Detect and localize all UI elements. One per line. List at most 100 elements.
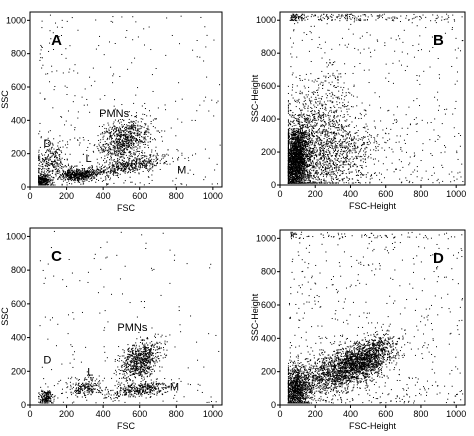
data-point [69, 169, 71, 171]
data-point [365, 113, 367, 115]
data-point [87, 170, 89, 172]
data-point [132, 128, 134, 130]
data-point [82, 173, 84, 175]
data-point [86, 178, 88, 180]
data-point [170, 127, 172, 129]
data-point [313, 144, 315, 146]
data-point [102, 138, 104, 140]
data-point [118, 137, 120, 139]
data-point [123, 131, 125, 133]
data-point [128, 159, 130, 161]
data-point [41, 27, 43, 29]
data-point [125, 113, 127, 115]
data-point [293, 160, 295, 162]
data-point [52, 144, 54, 146]
data-point [127, 138, 129, 140]
data-point [127, 143, 129, 145]
data-point [133, 121, 135, 123]
data-point [315, 106, 317, 108]
data-point [131, 160, 133, 162]
data-point [94, 144, 96, 146]
data-point [297, 157, 299, 159]
data-point [289, 136, 291, 138]
data-point [79, 173, 81, 175]
data-point [83, 174, 85, 176]
data-point [87, 176, 89, 178]
data-point [75, 176, 77, 178]
data-point [65, 57, 67, 59]
data-point [91, 174, 93, 176]
data-point [95, 169, 97, 171]
data-point [77, 171, 79, 173]
data-point [132, 169, 134, 171]
data-point [60, 116, 62, 118]
data-point [48, 164, 50, 166]
data-point [55, 165, 57, 167]
data-point [97, 148, 99, 150]
data-point [126, 128, 128, 130]
data-point [133, 102, 135, 104]
data-point [144, 156, 146, 158]
data-point [178, 169, 180, 171]
data-point [82, 170, 84, 172]
data-point [292, 170, 294, 172]
data-point [52, 154, 54, 156]
data-point [42, 178, 44, 180]
data-point [84, 175, 86, 177]
data-point [292, 176, 294, 178]
data-point [120, 154, 122, 156]
data-point [124, 133, 126, 135]
data-point [53, 165, 55, 167]
data-point [294, 176, 296, 178]
data-point [141, 142, 143, 144]
data-point [58, 165, 60, 167]
data-point [118, 150, 120, 152]
data-point [136, 133, 138, 135]
data-point [149, 167, 151, 169]
data-point [301, 157, 303, 159]
data-point [142, 164, 144, 166]
data-point [81, 172, 83, 174]
data-point [300, 179, 302, 181]
data-point [298, 165, 300, 167]
data-point [151, 179, 153, 181]
data-point [112, 145, 114, 147]
data-point [299, 150, 301, 152]
data-point [298, 177, 300, 179]
data-point [112, 168, 114, 170]
data-point [293, 161, 295, 163]
data-point [48, 180, 50, 182]
data-point [74, 174, 76, 176]
data-point [303, 157, 305, 159]
data-point [58, 154, 60, 156]
data-point [77, 172, 79, 174]
data-point [130, 155, 132, 157]
data-point [299, 164, 301, 166]
data-point [90, 170, 92, 172]
data-point [133, 144, 135, 146]
data-point [294, 138, 296, 140]
data-point [174, 184, 176, 186]
data-point [134, 172, 136, 174]
data-point [54, 168, 56, 170]
data-point [307, 134, 309, 136]
data-point [303, 140, 305, 142]
data-point [302, 174, 304, 176]
data-point [289, 127, 291, 129]
data-point [123, 154, 125, 156]
data-point [81, 164, 83, 166]
data-point [128, 141, 130, 143]
data-point [298, 102, 300, 104]
data-point [133, 149, 135, 151]
data-point [86, 175, 88, 177]
data-point [294, 144, 296, 146]
data-point [306, 174, 308, 176]
data-point [291, 150, 293, 152]
data-point [162, 157, 164, 159]
data-point [88, 168, 90, 170]
data-point [296, 127, 298, 129]
data-point [303, 147, 305, 149]
data-point [135, 165, 137, 167]
data-point [296, 176, 298, 178]
data-point [116, 145, 118, 147]
